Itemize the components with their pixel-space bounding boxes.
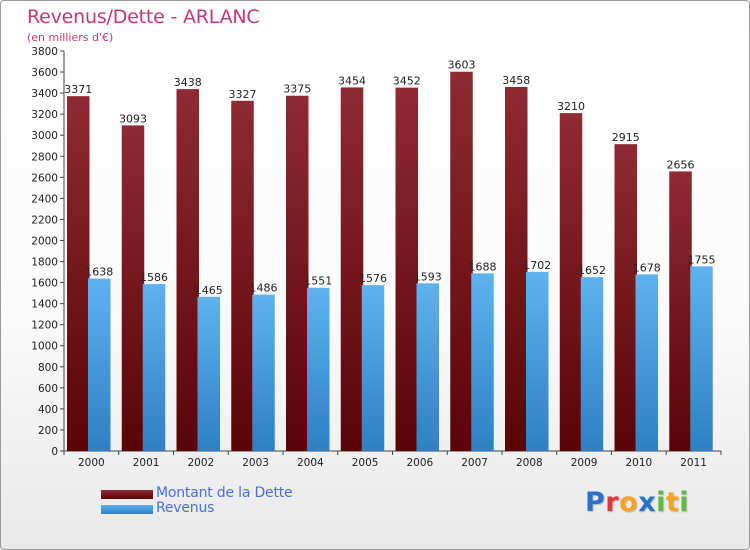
chart-subtitle: (en milliers d'€)	[27, 31, 114, 44]
value-label-dette: 3093	[119, 112, 147, 125]
y-tick-label: 600	[38, 383, 58, 395]
value-label-revenus: 1678	[633, 261, 661, 274]
legend-swatch-debt	[101, 490, 153, 499]
value-label-dette: 3603	[448, 59, 476, 72]
bar-revenus	[88, 278, 111, 451]
bar-revenus	[416, 283, 439, 451]
y-tick-label: 1600	[31, 278, 58, 290]
bar-dette	[450, 71, 473, 451]
bar-dette	[340, 87, 364, 451]
y-tick-label: 3600	[31, 67, 58, 79]
x-tick-label: 2006	[407, 457, 434, 469]
bar-dette	[286, 95, 309, 451]
logo-letter: o	[619, 487, 639, 518]
x-tick-label: 2011	[680, 457, 707, 469]
x-tick-label: 2009	[571, 457, 598, 469]
value-label-dette: 3375	[283, 83, 311, 96]
value-label-dette: 3438	[174, 76, 202, 89]
logo-letter: i	[656, 487, 666, 518]
value-label-dette: 3371	[64, 83, 92, 96]
logo-letter: x	[638, 487, 657, 518]
bar-revenus	[580, 277, 604, 451]
logo-letter: P	[585, 487, 606, 518]
y-tick-label: 200	[38, 425, 58, 437]
y-tick-label: 1400	[31, 299, 58, 311]
x-tick-label: 2007	[461, 457, 488, 469]
x-tick-label: 2000	[78, 457, 105, 469]
x-tick-label: 2005	[352, 457, 379, 469]
value-label-revenus: 1652	[578, 264, 606, 277]
bar-revenus	[142, 284, 166, 451]
y-tick-label: 0	[51, 446, 58, 458]
bar-dette	[231, 100, 254, 451]
x-tick-label: 2002	[188, 457, 215, 469]
bar-revenus	[690, 266, 713, 451]
bar-dette	[669, 171, 692, 451]
y-tick-label: 400	[38, 404, 58, 416]
y-tick-label: 800	[38, 362, 58, 374]
value-label-dette: 2915	[612, 131, 640, 144]
legend-label-debt: Montant de la Dette	[156, 485, 293, 501]
logo-letter: r	[605, 487, 620, 518]
bars	[67, 71, 713, 452]
value-label-revenus: 1486	[250, 282, 278, 295]
y-tick-label: 1000	[31, 341, 58, 353]
y-tick-label: 3800	[31, 46, 58, 58]
logo-letter: i	[679, 487, 690, 518]
y-tick-label: 3000	[31, 130, 58, 142]
value-label-revenus: 1638	[85, 266, 113, 279]
bar-dette	[559, 113, 583, 452]
y-tick-label: 2000	[31, 235, 58, 247]
bar-revenus	[361, 285, 385, 451]
y-tick-label: 3200	[31, 109, 58, 121]
y-tick-label: 3400	[31, 88, 58, 100]
x-tick-label: 2003	[242, 457, 269, 469]
bar-dette	[614, 144, 637, 451]
value-label-revenus: 1586	[140, 271, 168, 284]
bar-revenus	[471, 273, 494, 451]
value-label-revenus: 1593	[414, 270, 442, 283]
value-label-dette: 3210	[557, 100, 585, 113]
bar-revenus	[307, 287, 330, 451]
value-label-dette: 3458	[502, 74, 530, 87]
value-label-revenus: 1688	[469, 260, 497, 273]
y-tick-label: 2400	[31, 193, 58, 205]
bar-revenus	[635, 274, 658, 451]
bar-dette	[395, 87, 418, 451]
y-tick-label: 2200	[31, 214, 58, 226]
bar-dette	[176, 89, 199, 452]
value-label-revenus: 1551	[304, 275, 332, 288]
legend-swatch-revenus	[101, 505, 153, 514]
bar-dette	[67, 96, 90, 451]
x-tick-label: 2008	[516, 457, 543, 469]
legend-label-revenus: Revenus	[156, 500, 215, 516]
bar-dette	[121, 125, 145, 451]
y-tick-label: 1200	[31, 320, 58, 332]
value-label-dette: 3327	[229, 88, 257, 101]
y-tick-label: 2800	[31, 151, 58, 163]
bar-revenus	[252, 294, 275, 451]
value-labels: 3371 1638 3093 1586 3438 1465 3327 1486 3375 1551…	[64, 59, 715, 297]
chart-title: Revenus/Dette - ARLANC	[27, 6, 260, 28]
y-tick-label: 1800	[31, 257, 58, 269]
value-label-revenus: 1465	[195, 284, 223, 297]
y-tick-label: 2600	[31, 172, 58, 184]
value-label-dette: 3452	[393, 75, 421, 88]
x-tick-label: 2001	[133, 457, 160, 469]
value-label-revenus: 1755	[688, 253, 716, 266]
x-tick-label: 2010	[626, 457, 653, 469]
x-tick-label: 2004	[297, 457, 324, 469]
proxiti-logo: Proxiti	[585, 487, 689, 518]
value-label-dette: 3454	[338, 74, 366, 87]
logo-letter: t	[665, 487, 680, 518]
bar-revenus	[526, 271, 549, 451]
value-label-dette: 2656	[667, 158, 695, 171]
value-label-revenus: 1702	[523, 259, 551, 272]
bar-revenus	[197, 296, 220, 451]
value-label-revenus: 1576	[359, 272, 387, 285]
bar-dette	[505, 87, 528, 451]
axes: 0 200 400 600 800 1000 1200 1400 1600 1800 2000 220…	[31, 46, 722, 469]
